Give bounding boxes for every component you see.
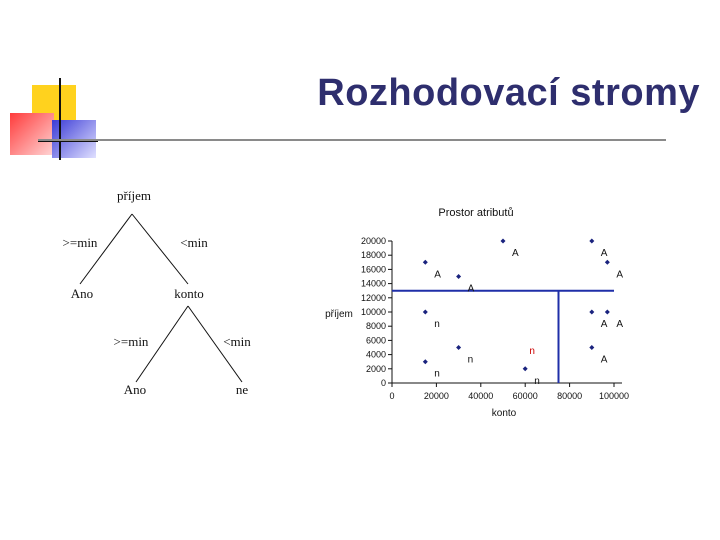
data-point [422, 259, 428, 265]
y-tick-label: 18000 [361, 250, 386, 260]
tree-root-left-edge-label: >=min [63, 235, 98, 250]
tree-root-right-edge-label: <min [180, 235, 208, 250]
x-tick-label: 40000 [468, 391, 493, 401]
data-point-label: A [601, 355, 608, 366]
data-point-label: A [434, 269, 441, 280]
x-axis-title: konto [492, 408, 517, 419]
tree-edge-root-right [131, 213, 189, 285]
y-tick-label: 0 [381, 378, 386, 388]
data-point [422, 359, 428, 365]
data-point-label: n [468, 355, 474, 366]
y-tick-label: 4000 [366, 350, 386, 360]
data-point [422, 309, 428, 315]
tree-node-konto: konto [174, 286, 204, 301]
tree-node-left-leaf: Ano [124, 382, 146, 397]
decor-red-square [10, 113, 54, 155]
data-point-label: n [434, 319, 440, 330]
data-point-label: A [616, 319, 623, 330]
x-tick-label: 0 [389, 391, 394, 401]
y-tick-label: 2000 [366, 364, 386, 374]
title-divider [38, 139, 666, 141]
data-point [500, 238, 506, 244]
y-tick-label: 16000 [361, 264, 386, 274]
tree-edge-root-left [79, 213, 133, 285]
data-point-label: A [601, 319, 608, 330]
y-tick-label: 6000 [366, 335, 386, 345]
y-tick-label: 20000 [361, 236, 386, 246]
tree-node-left-edge-label: >=min [114, 334, 149, 349]
y-tick-label: 8000 [366, 321, 386, 331]
y-axis-title: příjem [325, 309, 353, 320]
data-point [604, 309, 610, 315]
y-tick-label: 12000 [361, 293, 386, 303]
tree-left-leaf: Ano [71, 286, 93, 301]
decor-vertical-line [59, 78, 61, 160]
data-point-label: n [534, 376, 540, 387]
tree-node-right-leaf: ne [236, 382, 249, 397]
tree-root-label: příjem [117, 188, 151, 203]
data-point-label: A [601, 248, 608, 259]
data-point [589, 238, 595, 244]
data-point [522, 366, 528, 372]
data-point-label: A [616, 269, 623, 280]
decor-horizontal-line [38, 140, 98, 142]
x-tick-label: 20000 [424, 391, 449, 401]
x-tick-label: 80000 [557, 391, 582, 401]
chart-title: Prostor atributů [438, 207, 513, 219]
tree-edge-node-left [135, 305, 189, 383]
x-tick-label: 100000 [599, 391, 629, 401]
y-tick-label: 14000 [361, 279, 386, 289]
highlighted-label: n [529, 346, 535, 357]
tree-node-right-edge-label: <min [223, 334, 251, 349]
tree-edge-node-right [187, 305, 243, 383]
slide-title: Rozhodovací stromy [317, 72, 700, 114]
y-tick-label: 10000 [361, 307, 386, 317]
data-point-label: A [468, 284, 475, 295]
data-point [604, 259, 610, 265]
data-point [589, 309, 595, 315]
data-point [456, 274, 462, 279]
data-point-label: n [434, 369, 440, 380]
data-point [456, 345, 462, 350]
data-point [589, 345, 595, 350]
x-tick-label: 60000 [513, 391, 538, 401]
data-point-label: A [512, 248, 519, 259]
